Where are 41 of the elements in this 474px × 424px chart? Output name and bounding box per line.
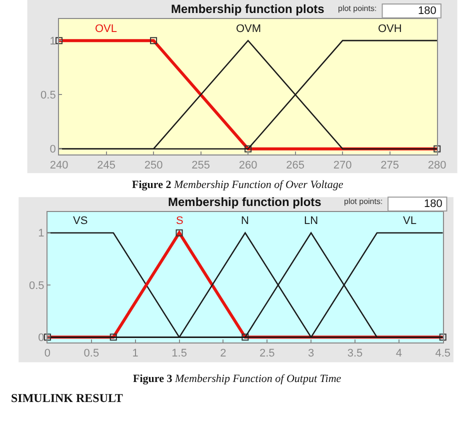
chart-title: Membership function plots xyxy=(168,195,322,209)
caption: Figure 2 Membership Function of Over Voltage xyxy=(132,179,344,191)
series-label: OVL xyxy=(95,23,118,35)
caption: Figure 3 Membership Function of Output Time xyxy=(133,373,342,385)
x-tick-label: 0.5 xyxy=(84,348,100,360)
series-label: VS xyxy=(73,215,88,227)
x-tick-label: 1 xyxy=(132,348,138,360)
x-tick-label: 280 xyxy=(428,159,446,172)
x-tick-label: 1.5 xyxy=(172,348,187,360)
y-tick-label: 0.5 xyxy=(28,280,44,292)
x-tick-label: 240 xyxy=(50,159,68,172)
x-tick-label: 3.5 xyxy=(347,348,363,360)
x-tick-label: 4.5 xyxy=(435,348,451,360)
series-label: S xyxy=(176,215,184,227)
x-tick-label: 245 xyxy=(97,159,116,172)
x-tick-label: 4 xyxy=(396,348,402,360)
x-tick-label: 250 xyxy=(144,159,163,172)
y-tick-label: 0.5 xyxy=(40,90,56,102)
text: SIMULINK RESULT xyxy=(11,391,123,405)
x-tick-label: 2 xyxy=(220,348,226,360)
x-tick-label: 275 xyxy=(380,159,400,172)
series-label: OVH xyxy=(378,23,402,35)
text: 180 xyxy=(418,5,436,17)
x-tick-label: 270 xyxy=(333,159,352,172)
series-label: N xyxy=(241,215,249,227)
series-label: VL xyxy=(403,215,416,227)
y-tick-label: 1 xyxy=(38,228,44,240)
x-tick-label: 255 xyxy=(192,159,210,172)
y-tick-label: 0 xyxy=(38,332,44,344)
series-label: OVM xyxy=(236,23,262,35)
text: 180 xyxy=(424,198,442,210)
x-tick-label: 2.5 xyxy=(259,348,275,360)
y-tick-label: 0 xyxy=(50,144,56,156)
x-tick-label: 265 xyxy=(286,159,305,172)
text: plot points: xyxy=(338,4,377,13)
x-tick-label: 260 xyxy=(238,159,258,172)
chart-title: Membership function plots xyxy=(171,2,325,16)
series-label: LN xyxy=(304,215,318,227)
y-tick-label: 1 xyxy=(50,35,56,48)
x-tick-label: 3 xyxy=(308,348,314,360)
text: plot points: xyxy=(344,197,383,206)
